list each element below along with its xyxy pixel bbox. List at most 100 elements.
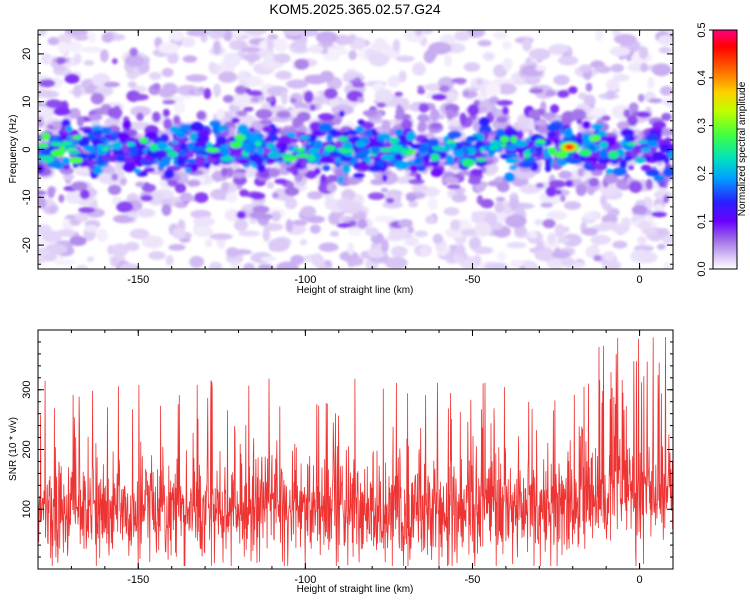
spectrogram-blob: [384, 256, 408, 269]
spectrogram-blob: [67, 41, 83, 53]
spectrogram-blob: [163, 169, 175, 179]
spectrogram-blob: [172, 227, 186, 239]
spectrogram-blob: [342, 141, 352, 150]
spectrogram-blob: [535, 65, 547, 72]
spectrogram-blob: [582, 120, 591, 130]
spectrogram-blob: [638, 46, 649, 60]
spectrogram-blob: [628, 135, 635, 142]
spectrogram-blob: [443, 54, 452, 67]
spectrogram-blob: [90, 92, 105, 105]
spectrogram-blob: [331, 104, 355, 116]
spectrogram-blob: [381, 119, 391, 131]
spectrogram-blob: [594, 65, 612, 74]
spectrogram-blob: [535, 182, 545, 188]
spectrogram-blob: [585, 82, 593, 92]
spectrogram-blob: [341, 163, 351, 174]
spectrogram-blob: [116, 201, 134, 213]
spectrogram-blob: [131, 93, 149, 101]
spectrogram-blob: [533, 142, 545, 147]
spectrogram-blob: [186, 151, 195, 158]
spectrogram-blob: [129, 228, 150, 240]
colorbar-tick-label: 0.0: [696, 261, 708, 276]
spectrogram-blob: [256, 163, 266, 173]
spectrogram-blob: [284, 197, 298, 210]
spectrogram-blob: [135, 208, 156, 218]
spectrogram-blob: [422, 162, 433, 167]
spectrogram-blob: [645, 134, 659, 143]
spectrogram-blob: [380, 239, 389, 253]
spectrogram-blob: [362, 110, 378, 117]
spectrogram-blob: [238, 230, 261, 237]
spectrogram-blob: [111, 173, 118, 181]
spectrogram-blob: [339, 250, 359, 262]
spectrogram-blob: [417, 121, 427, 132]
spectrogram-blob: [443, 171, 455, 178]
spectrogram-blob: [161, 204, 172, 216]
spectrogram-blob: [380, 187, 388, 193]
spectrogram-blob: [420, 245, 430, 258]
spectrogram-blob: [210, 152, 223, 159]
spectrogram-blob: [422, 154, 430, 164]
spectrogram-blob: [326, 182, 337, 193]
spectrogram-blob: [541, 112, 557, 120]
spectrogram-blob: [386, 197, 395, 204]
spectrogram-blob: [126, 142, 136, 147]
spectrogram-blob: [236, 42, 248, 49]
spectrogram-blob: [300, 160, 307, 168]
spectrogram-blob: [76, 115, 84, 127]
spectrogram-blob: [476, 78, 483, 86]
spectrogram-blob: [357, 96, 365, 103]
spectrogram-blob: [588, 107, 608, 117]
spectrogram-blob: [446, 108, 454, 121]
spectrogram-blob: [613, 33, 637, 45]
spectrogram-blob: [38, 190, 47, 196]
spectrogram-blob: [195, 155, 206, 166]
snr-y-axis-label: SNR (10 * v/v): [8, 417, 19, 481]
spectrogram-blob: [47, 37, 60, 46]
spectrogram-blob: [84, 224, 99, 233]
spectrogram-blob: [557, 90, 570, 98]
spectrogram-blob: [47, 186, 55, 199]
spectrogram-blob: [595, 30, 604, 42]
spectrogram-blob: [192, 225, 214, 237]
spectrogram-blob: [599, 141, 608, 149]
spectrogram-blob: [141, 235, 164, 249]
spectrogram-blob: [71, 181, 88, 191]
spectrogram-blob: [637, 235, 647, 245]
spectrogram-blob: [256, 147, 264, 155]
spectrogram-blob: [64, 73, 80, 84]
spectrogram-blob: [78, 206, 96, 214]
spectrogram-blob: [551, 250, 571, 259]
spectrogram-blob: [231, 117, 241, 124]
spectrogram-blob: [561, 226, 570, 233]
spectrogram-blob: [395, 55, 415, 62]
spectrogram-blob: [224, 209, 240, 222]
spectrogram-blob: [244, 76, 264, 87]
spectrogram-blob: [371, 146, 381, 155]
snr-series-line: [38, 336, 673, 567]
spectrogram-blob: [357, 163, 371, 172]
spectrogram-blob: [241, 46, 261, 53]
spectrogram-blob: [308, 147, 320, 155]
spectrogram-blob: [616, 148, 624, 155]
spectrogram-blob: [56, 57, 66, 65]
spectrogram-blob: [291, 147, 298, 153]
spectrogram-blob: [485, 82, 501, 97]
spectrogram-blob: [443, 92, 459, 100]
spectrogram-blob: [297, 147, 305, 153]
spectrogram-blob: [568, 86, 578, 94]
snr-x-axis-label: Height of straight line (km): [297, 584, 414, 595]
spectrogram-blob: [568, 158, 583, 165]
spectrogram-blob: [619, 159, 628, 169]
spectrogram-blob: [268, 167, 280, 178]
spectrogram-blob: [337, 136, 349, 142]
spectrogram-blob: [218, 71, 238, 83]
spectrogram-blob: [255, 108, 273, 120]
spectrogram-blob: [394, 91, 403, 97]
spectrogram-blob: [279, 153, 293, 158]
spectrogram-blob: [260, 256, 277, 262]
spectrogram-y-axis-label: Frequency (Hz): [8, 115, 19, 184]
spectrogram-blob: [451, 193, 467, 203]
spectrogram-blob: [616, 121, 630, 130]
spectrogram-blob: [477, 39, 492, 47]
